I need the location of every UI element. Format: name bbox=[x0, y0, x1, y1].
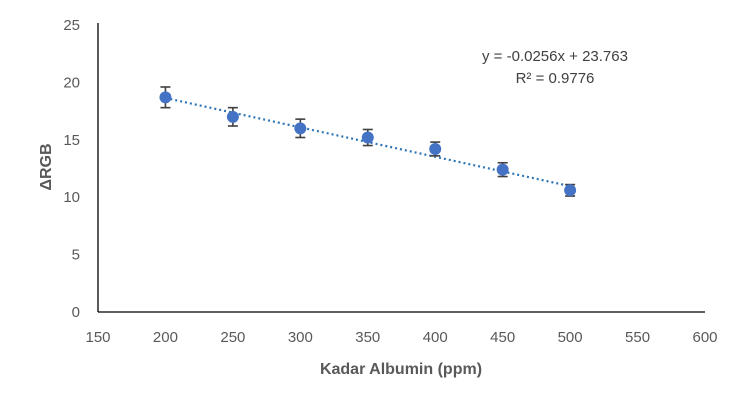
y-tick-label: 15 bbox=[63, 132, 80, 149]
r-squared-label: R² = 0.9776 bbox=[516, 70, 595, 87]
x-tick-label: 500 bbox=[558, 329, 583, 346]
y-tick-label: 0 bbox=[72, 304, 80, 321]
x-tick-label: 200 bbox=[153, 329, 178, 346]
data-point bbox=[226, 110, 239, 123]
x-tick-label: 550 bbox=[625, 329, 650, 346]
x-tick-label: 150 bbox=[85, 329, 110, 346]
y-axis-ticks: 0 5 10 15 20 25 bbox=[63, 17, 80, 321]
x-tick-label: 300 bbox=[288, 329, 313, 346]
y-axis-title: ΔRGB bbox=[38, 143, 55, 190]
trendline-equation: y = -0.0256x + 23.763 bbox=[482, 48, 628, 65]
y-tick-label: 10 bbox=[63, 189, 80, 206]
data-point bbox=[429, 142, 442, 155]
data-point bbox=[564, 184, 577, 197]
x-tick-label: 450 bbox=[490, 329, 515, 346]
x-tick-label: 350 bbox=[355, 329, 380, 346]
x-tick-label: 400 bbox=[423, 329, 448, 346]
y-tick-label: 25 bbox=[63, 17, 80, 34]
data-point bbox=[361, 131, 374, 144]
y-tick-label: 20 bbox=[63, 74, 80, 91]
x-axis-title: Kadar Albumin (ppm) bbox=[320, 361, 482, 378]
x-tick-label: 600 bbox=[692, 329, 717, 346]
data-point bbox=[294, 122, 307, 135]
data-points bbox=[159, 91, 577, 197]
data-point bbox=[496, 163, 509, 176]
x-tick-label: 250 bbox=[220, 329, 245, 346]
x-axis-ticks: 150 200 250 300 350 400 450 500 550 600 bbox=[85, 329, 717, 346]
y-tick-label: 5 bbox=[72, 247, 80, 264]
data-point bbox=[159, 91, 172, 104]
